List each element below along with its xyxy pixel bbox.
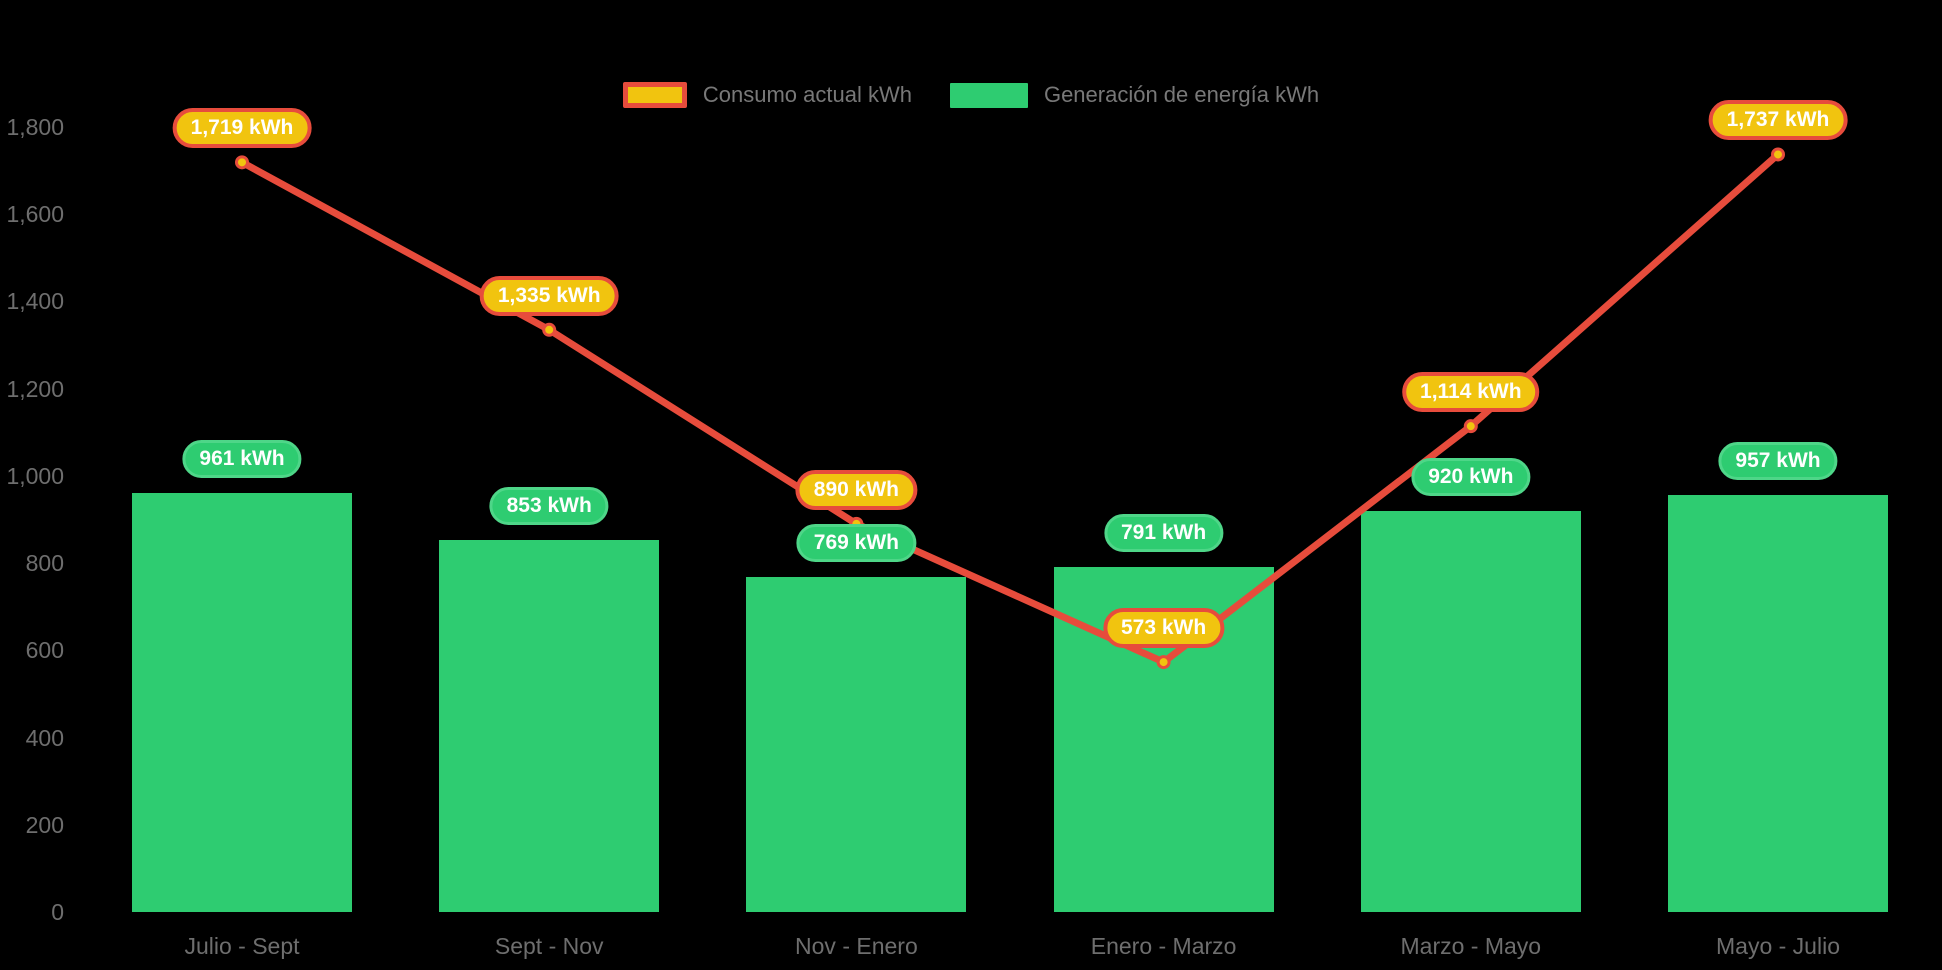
generacion-value-badge: 920 kWh	[1411, 457, 1531, 496]
y-tick-label: 1,400	[6, 288, 64, 315]
legend-item-consumo[interactable]: Consumo actual kWh	[622, 82, 912, 108]
consumo-swatch-icon	[622, 82, 687, 108]
generacion-bar[interactable]	[439, 539, 660, 912]
consumo-marker[interactable]	[1771, 147, 1785, 162]
consumo-value-badge: 1,719 kWh	[172, 108, 312, 149]
generacion-value-badge: 957 kWh	[1718, 441, 1838, 480]
consumo-marker[interactable]	[235, 155, 249, 170]
y-tick-label: 400	[25, 724, 64, 751]
y-tick-label: 600	[25, 637, 64, 664]
legend-label-consumo: Consumo actual kWh	[702, 82, 912, 107]
x-category-label: Julio - Sept	[184, 933, 300, 959]
legend-label-generacion: Generación de energía kWh	[1043, 82, 1320, 107]
legend-item-generacion[interactable]: Generación de energía kWh	[949, 82, 1320, 108]
generacion-value-badge: 791 kWh	[1103, 514, 1224, 553]
generacion-bar[interactable]	[1668, 494, 1888, 912]
generacion-bar[interactable]	[746, 576, 967, 912]
y-tick-label: 1,800	[6, 114, 64, 140]
consumo-value-badge: 573 kWh	[1102, 608, 1225, 649]
y-tick-label: 1,200	[6, 375, 64, 402]
generacion-value-badge: 853 kWh	[489, 486, 609, 525]
consumo-value-badge: 1,114 kWh	[1402, 372, 1540, 413]
x-category-label: Nov - Enero	[795, 933, 918, 959]
y-tick-label: 1,600	[6, 201, 64, 228]
generacion-value-badge: 961 kWh	[182, 439, 302, 478]
y-tick-label: 800	[25, 550, 64, 577]
y-tick-label: 0	[51, 899, 64, 925]
consumo-value-badge: 1,737 kWh	[1708, 100, 1848, 141]
generacion-swatch-icon	[949, 82, 1028, 108]
generacion-bar[interactable]	[132, 492, 352, 912]
generacion-bar[interactable]	[1360, 510, 1581, 912]
y-tick-label: 200	[25, 811, 64, 838]
x-category-label: Enero - Marzo	[1090, 933, 1237, 959]
consumo-value-badge: 1,335 kWh	[479, 275, 619, 316]
x-category-label: Mayo - Julio	[1716, 933, 1840, 959]
consumo-marker[interactable]	[1463, 419, 1478, 434]
y-tick-label: 1,000	[6, 462, 64, 489]
consumo-value-badge: 890 kWh	[795, 469, 917, 510]
consumo-marker[interactable]	[1156, 655, 1171, 670]
x-category-label: Marzo - Mayo	[1400, 933, 1542, 959]
chart-legend: Consumo actual kWh Generación de energía…	[0, 82, 1942, 108]
generacion-value-badge: 769 kWh	[796, 523, 916, 562]
consumo-marker[interactable]	[542, 322, 557, 337]
x-category-label: Sept - Nov	[494, 933, 604, 959]
